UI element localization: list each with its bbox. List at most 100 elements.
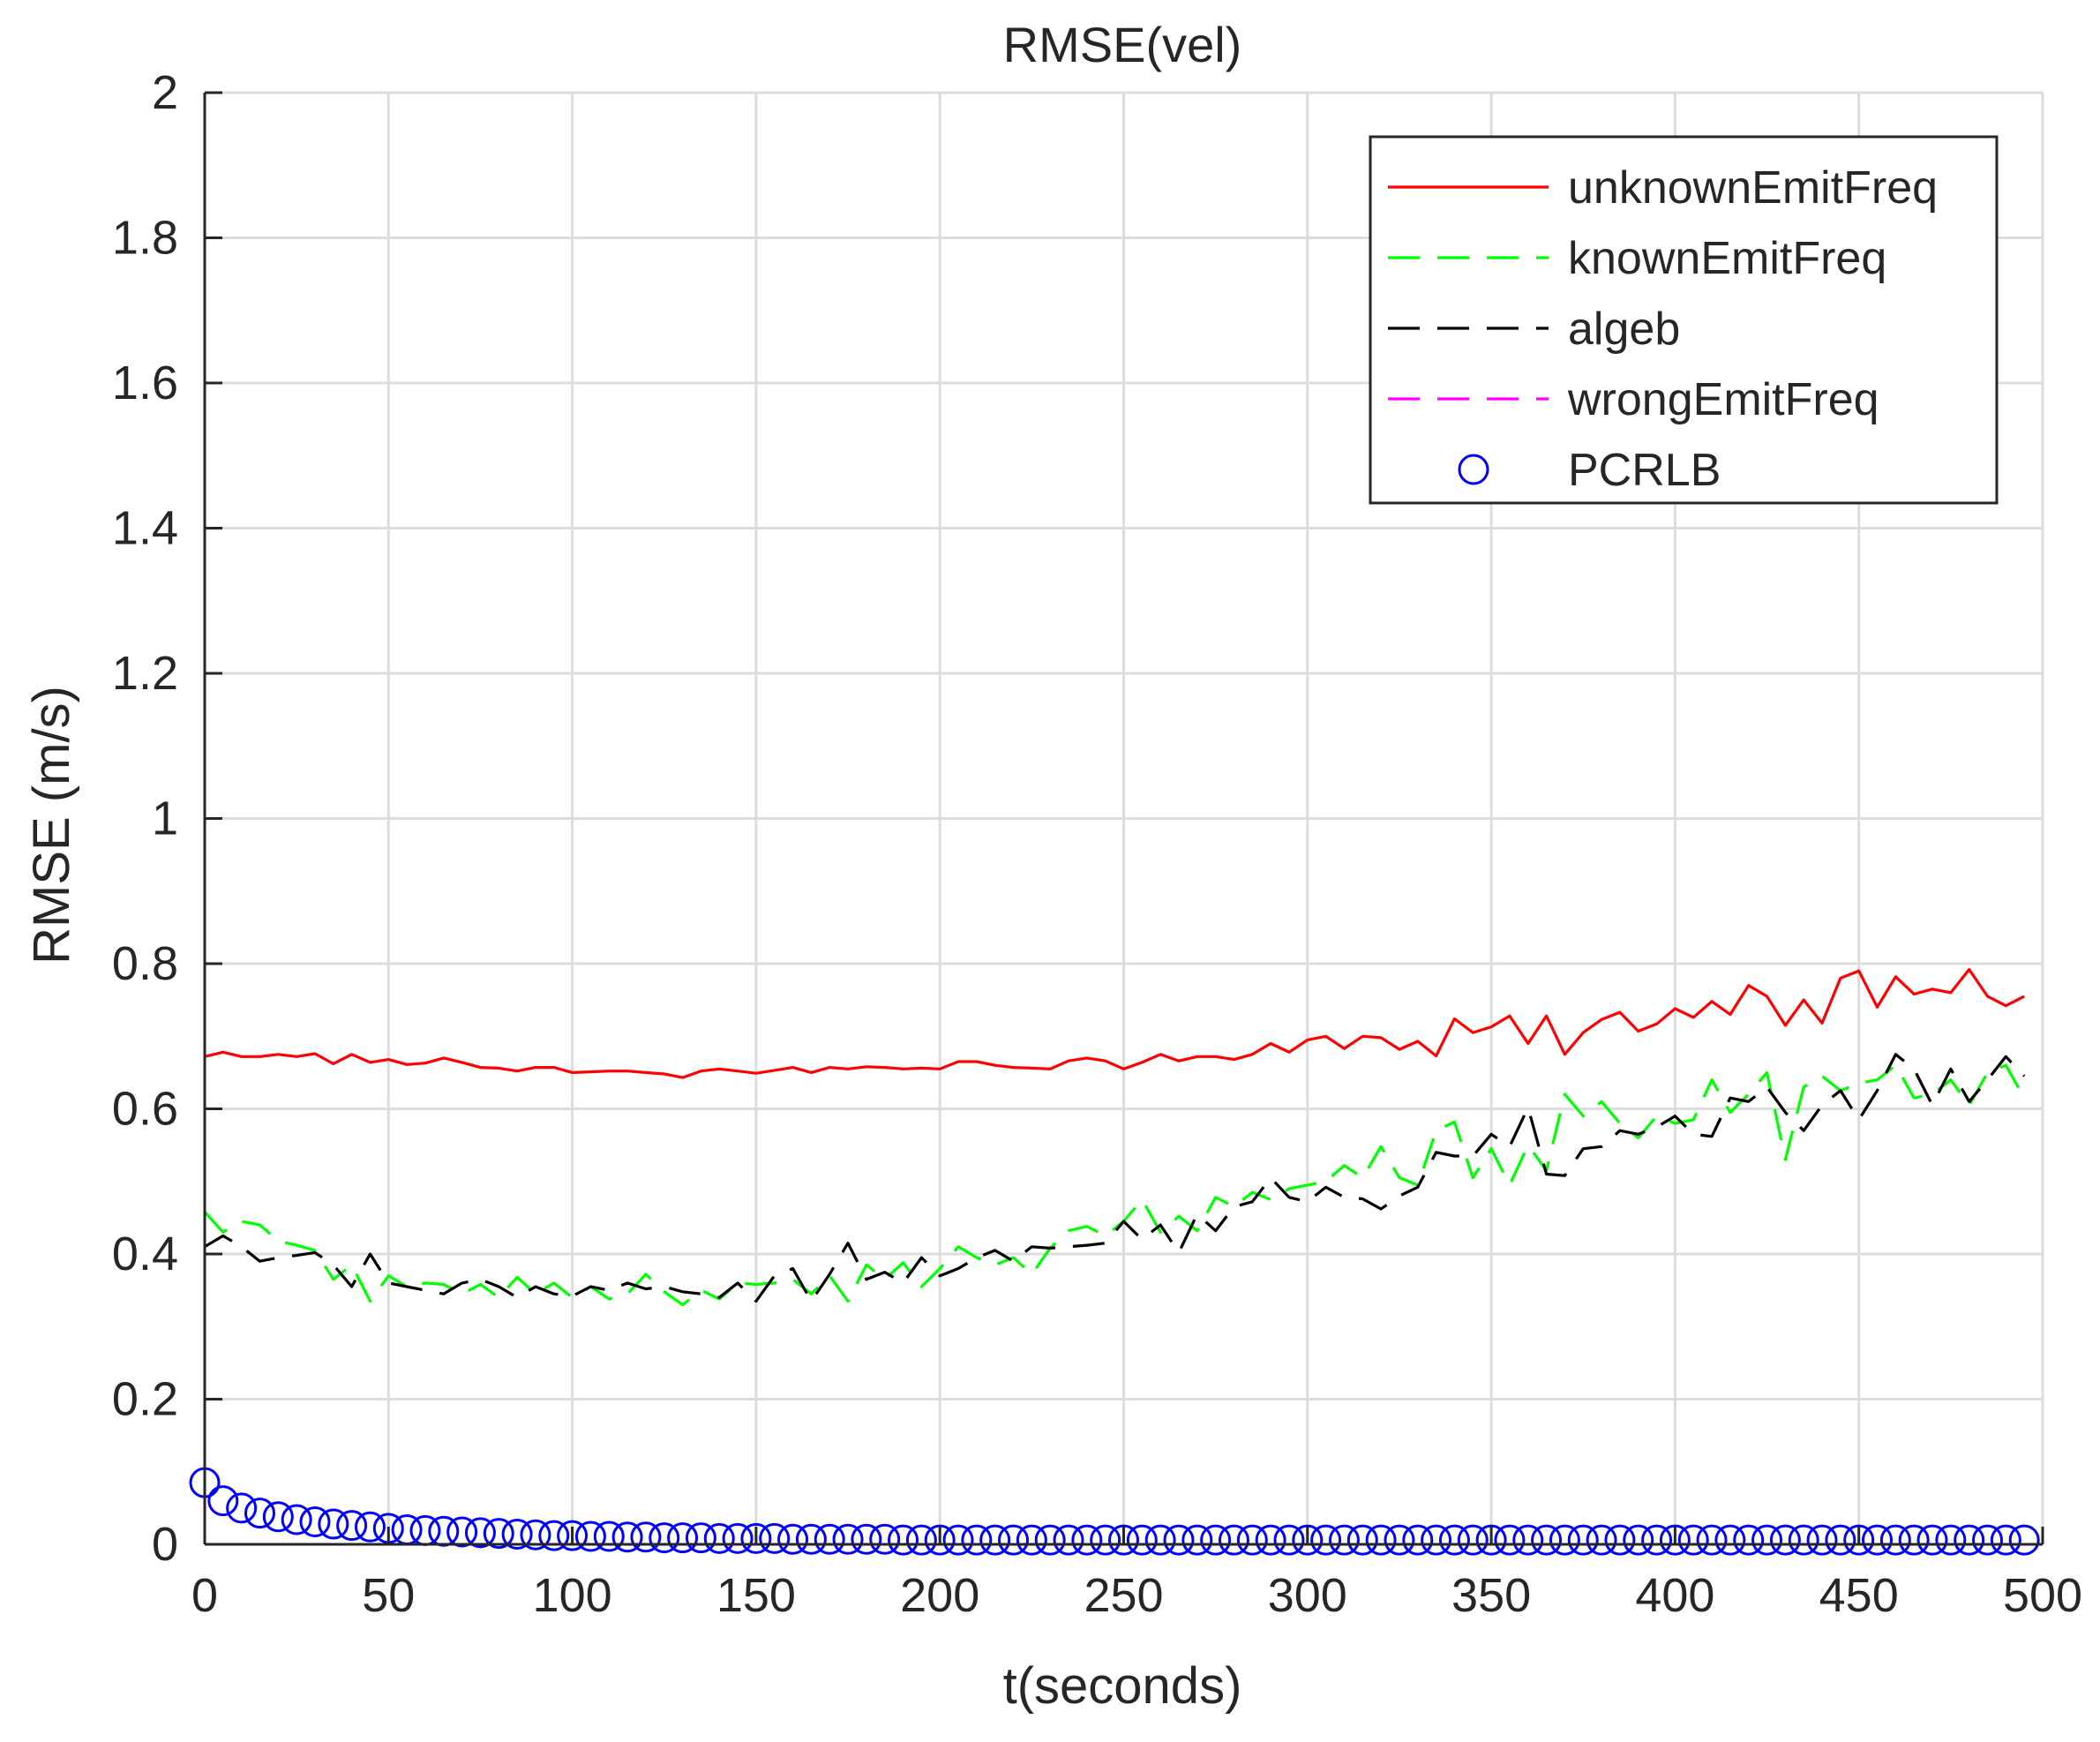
data-point — [740, 1522, 772, 1554]
legend-item-knownemitfreq: knownEmitFreq — [1388, 233, 1886, 284]
data-point — [1144, 1524, 1176, 1556]
data-point — [1696, 1524, 1728, 1556]
data-point — [1825, 1524, 1856, 1556]
x-tick-label: 50 — [362, 1569, 415, 1622]
data-point — [336, 1510, 368, 1542]
x-axis-label: t(seconds) — [1003, 1657, 1242, 1715]
data-point — [1935, 1524, 1967, 1556]
x-tick-label: 250 — [1084, 1569, 1163, 1622]
data-point — [832, 1523, 864, 1555]
y-tick-label: 0.4 — [112, 1228, 178, 1280]
legend-label: knownEmitFreq — [1568, 233, 1886, 284]
data-point — [1218, 1524, 1249, 1556]
series-layer — [189, 967, 2040, 1556]
data-point — [1898, 1524, 1930, 1556]
data-point — [1071, 1524, 1103, 1556]
data-point — [1365, 1524, 1397, 1556]
y-tick-label: 0.6 — [112, 1083, 178, 1136]
data-point — [888, 1524, 919, 1556]
data-point — [207, 1485, 239, 1517]
data-point — [1494, 1524, 1526, 1556]
x-tick-label: 150 — [716, 1569, 796, 1622]
series-unknownemitfreq — [204, 967, 2025, 1079]
data-point — [942, 1524, 974, 1556]
data-point — [1549, 1524, 1580, 1556]
x-tick-label: 300 — [1268, 1569, 1347, 1622]
data-point — [226, 1492, 258, 1524]
data-point — [1567, 1524, 1599, 1556]
data-point — [998, 1524, 1030, 1556]
data-point — [262, 1501, 294, 1533]
data-point — [611, 1521, 643, 1553]
data-point — [1733, 1524, 1765, 1556]
legend-item-unknownemitfreq: unknownEmitFreq — [1388, 162, 1938, 214]
legend-item-pcrlb: PCRLB — [1458, 445, 1721, 496]
data-point — [1457, 1524, 1489, 1556]
data-point — [1475, 1524, 1507, 1556]
legend-marker — [1458, 454, 1489, 485]
data-point — [649, 1522, 680, 1554]
legend-label: algeb — [1568, 304, 1680, 355]
data-point — [593, 1520, 625, 1552]
y-tick-label: 0.2 — [112, 1373, 178, 1426]
data-point — [1255, 1524, 1286, 1556]
data-point — [1677, 1524, 1709, 1556]
data-point — [1806, 1524, 1838, 1556]
data-point — [483, 1518, 514, 1550]
data-point — [814, 1523, 845, 1555]
x-tick-label: 200 — [900, 1569, 979, 1622]
y-tick-label: 1.2 — [112, 647, 178, 700]
data-point — [1181, 1524, 1213, 1556]
data-point — [1623, 1524, 1654, 1556]
data-point — [464, 1517, 496, 1549]
data-point — [667, 1522, 699, 1554]
data-point — [557, 1520, 589, 1551]
data-point — [1769, 1524, 1801, 1556]
data-point — [924, 1524, 956, 1556]
x-tick-label: 0 — [191, 1569, 218, 1622]
x-tick-label: 400 — [1635, 1569, 1714, 1622]
data-point — [1879, 1524, 1911, 1556]
y-tick-label: 2 — [152, 66, 178, 119]
data-point — [722, 1522, 754, 1554]
axes-layer — [203, 91, 2044, 1546]
data-point — [1788, 1524, 1819, 1556]
data-point — [1954, 1524, 1985, 1556]
y-axis-label: RMSE (m/s) — [23, 686, 80, 965]
data-point — [1641, 1524, 1673, 1556]
data-point — [318, 1508, 349, 1540]
data-point — [1531, 1524, 1563, 1556]
data-point — [703, 1522, 735, 1554]
data-point — [777, 1523, 809, 1555]
data-point — [1843, 1524, 1875, 1556]
data-point — [501, 1518, 533, 1550]
data-point — [1972, 1524, 2004, 1556]
data-point — [1292, 1524, 1324, 1556]
data-point — [630, 1521, 662, 1553]
data-point — [1604, 1524, 1636, 1556]
chart-title: RMSE(vel) — [1003, 17, 1242, 72]
data-point — [1016, 1524, 1047, 1556]
data-point — [538, 1520, 570, 1551]
data-point — [299, 1506, 331, 1538]
series-algeb — [204, 1053, 2026, 1303]
data-point — [1090, 1524, 1121, 1556]
data-point — [1862, 1524, 1894, 1556]
data-point — [1586, 1524, 1617, 1556]
x-tick-label: 100 — [533, 1569, 612, 1622]
x-tick-label: 450 — [1819, 1569, 1899, 1622]
data-point — [2008, 1524, 2040, 1556]
data-point — [244, 1498, 275, 1529]
series-line-unknownemitfreq — [204, 967, 2025, 1079]
data-point — [1273, 1524, 1305, 1556]
data-point — [574, 1520, 606, 1552]
data-point — [281, 1504, 312, 1536]
data-point — [1053, 1524, 1084, 1556]
data-point — [1108, 1524, 1139, 1556]
y-tick-label: 0 — [152, 1518, 178, 1571]
data-point — [1328, 1524, 1360, 1556]
data-point — [979, 1524, 1011, 1556]
series-line-algeb — [204, 1053, 2026, 1303]
series-pcrlb — [189, 1467, 2040, 1556]
